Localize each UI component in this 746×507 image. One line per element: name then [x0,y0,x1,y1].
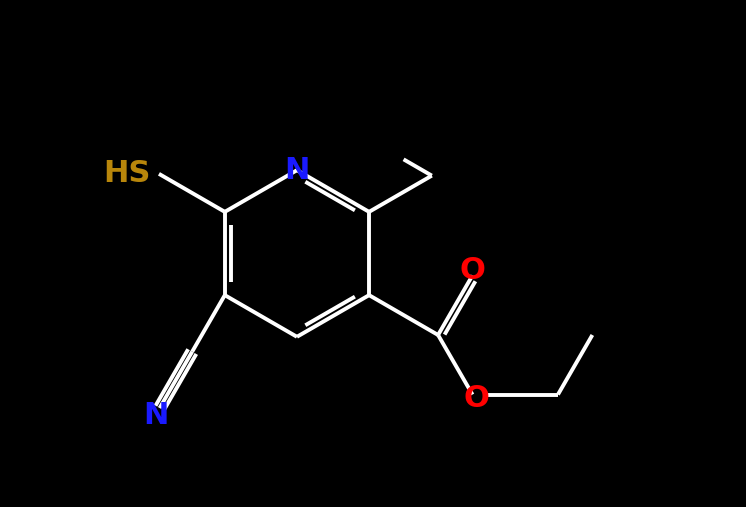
Text: O: O [463,384,489,413]
Text: N: N [143,401,169,430]
Text: N: N [284,156,310,185]
Text: HS: HS [103,159,150,188]
Text: O: O [460,256,486,285]
